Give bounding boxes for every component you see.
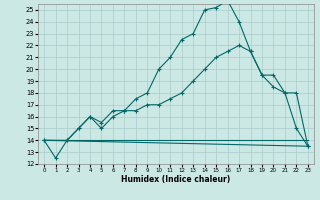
X-axis label: Humidex (Indice chaleur): Humidex (Indice chaleur) <box>121 175 231 184</box>
